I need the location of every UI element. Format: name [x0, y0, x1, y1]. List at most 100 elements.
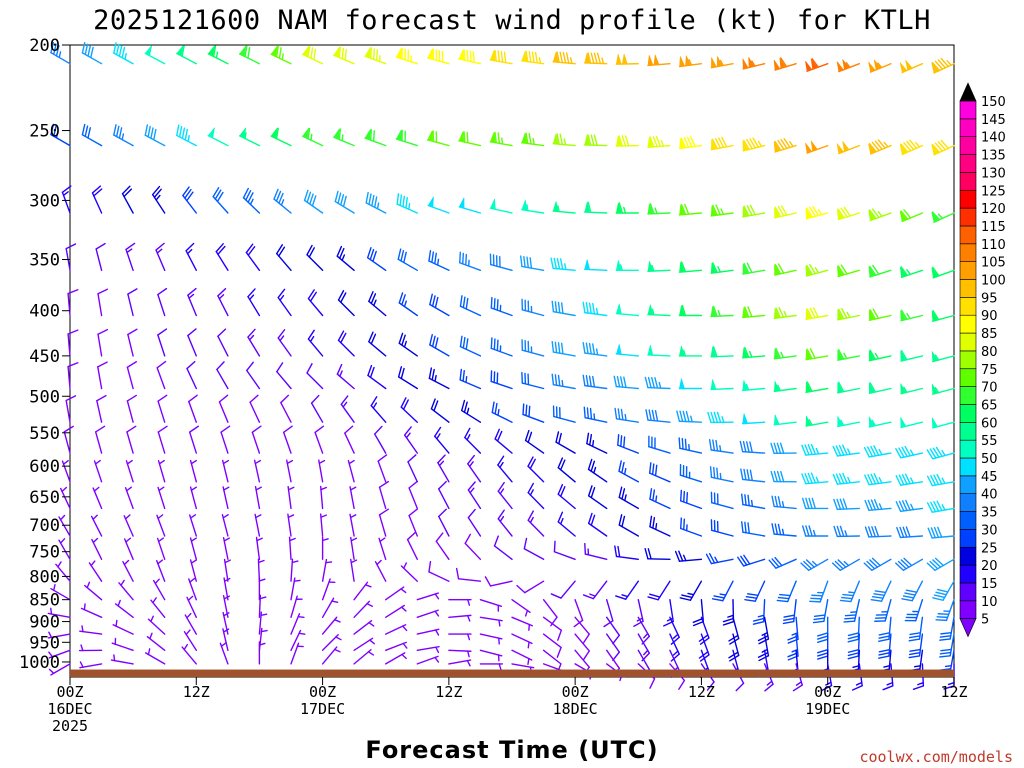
- wind-barb: [800, 558, 829, 571]
- wind-barb: [678, 345, 703, 357]
- wind-barb: [123, 537, 134, 560]
- wind-barb: [111, 637, 134, 651]
- wind-barb: [490, 296, 513, 317]
- wind-barb: [378, 508, 390, 537]
- colorbar-tick-label: 145: [981, 113, 1006, 128]
- speed-colorbar: 5 10 15 20 25 30 35 40 45 50 55 60 65 70 75 80 85 90 95 100…: [959, 82, 1006, 638]
- colorbar-swatch: [959, 475, 977, 495]
- wind-barb: [647, 304, 671, 317]
- y-axis: 200 250 300 350 400 450 500 550 600 650 700 750 800 8…: [19, 36, 70, 673]
- wind-barb: [847, 633, 860, 660]
- wind-barb: [273, 188, 292, 214]
- wind-barb: [126, 394, 137, 423]
- wind-barb: [276, 362, 292, 390]
- wind-barb: [843, 599, 860, 623]
- wind-barb: [182, 186, 198, 214]
- wind-barb: [741, 413, 766, 425]
- wind-barb: [218, 394, 229, 423]
- colorbar-swatch: [959, 332, 977, 352]
- wind-barb: [416, 655, 440, 665]
- wind-barb: [698, 616, 710, 645]
- wind-barb: [836, 206, 860, 221]
- colorbar-swatch: [959, 172, 977, 191]
- wind-barb: [679, 580, 703, 601]
- wind-barb: [347, 459, 355, 483]
- wind-barb: [156, 559, 166, 582]
- wind-barb: [397, 366, 418, 390]
- wind-barb: [448, 659, 472, 667]
- wind-barb: [97, 328, 109, 357]
- wind-barb: [931, 211, 955, 223]
- wind-barb: [426, 130, 450, 147]
- wind-barb: [280, 394, 292, 423]
- wind-barb: [67, 362, 79, 390]
- wind-barb: [370, 396, 387, 423]
- wind-barb: [582, 301, 608, 317]
- wind-barb: [48, 649, 71, 659]
- y-tick-label: 250: [29, 122, 60, 142]
- wind-barb: [584, 52, 608, 65]
- wind-barb: [458, 49, 482, 65]
- x-tick-label: 00Z: [814, 683, 841, 701]
- wind-barb: [931, 139, 955, 156]
- wind-barb: [146, 632, 166, 651]
- wind-barb: [155, 242, 166, 271]
- wind-barb: [79, 661, 103, 669]
- wind-barb: [557, 511, 576, 537]
- colorbar-swatch: [959, 439, 977, 459]
- wind-barb: [878, 616, 892, 643]
- wind-barb: [680, 517, 703, 537]
- wind-barb: [899, 59, 924, 74]
- wind-barb: [837, 308, 860, 321]
- wind-barb: [118, 579, 134, 601]
- wind-barb: [647, 261, 671, 272]
- wind-barb: [868, 308, 892, 321]
- wind-barb: [647, 54, 671, 67]
- wind-barb: [773, 57, 797, 71]
- plot-area: [69, 44, 955, 678]
- wind-barb: [448, 614, 472, 622]
- wind-barb: [398, 332, 418, 357]
- wind-barb: [461, 399, 482, 423]
- colorbar-max-arrow: [959, 82, 977, 102]
- colorbar-swatch: [959, 279, 977, 298]
- wind-barb: [90, 514, 103, 537]
- wind-barb: [895, 557, 924, 571]
- wind-barb: [527, 510, 545, 537]
- x-tick-label: 00Z: [56, 683, 83, 701]
- wind-barb: [901, 580, 924, 602]
- wind-barb: [50, 41, 71, 65]
- wind-barb: [709, 466, 734, 483]
- wind-barb: [223, 558, 231, 582]
- colorbar-tick-label: 125: [981, 184, 1006, 199]
- colorbar-swatch: [959, 261, 977, 280]
- wind-barb: [314, 425, 325, 454]
- y-tick-label: 300: [29, 191, 60, 211]
- wind-barb: [710, 262, 734, 274]
- wind-barb: [127, 288, 138, 317]
- wind-barb: [805, 307, 829, 321]
- wind-barb: [290, 613, 305, 635]
- wind-barb: [710, 379, 734, 391]
- wind-barb: [574, 616, 590, 644]
- colorbar-tick-label: 90: [981, 309, 998, 324]
- wind-barb: [61, 459, 71, 483]
- wind-barb: [429, 293, 450, 317]
- wind-barb: [255, 536, 263, 560]
- wind-barb: [927, 526, 955, 539]
- wind-barb: [584, 542, 608, 560]
- wind-barb: [258, 641, 266, 665]
- wind-barb: [321, 578, 336, 601]
- wind-barb: [489, 198, 513, 214]
- wind-barb: [479, 616, 503, 627]
- wind-barb: [306, 244, 324, 271]
- wind-barb: [221, 513, 229, 537]
- wind-barb: [805, 415, 829, 427]
- wind-barb: [437, 454, 450, 483]
- x-axis-label: Forecast Time (UTC): [365, 736, 658, 764]
- wind-barb: [678, 136, 703, 150]
- wind-barb: [615, 344, 639, 357]
- colorbar-tick-label: 70: [981, 381, 998, 396]
- wind-barb: [497, 455, 513, 483]
- wind-barb: [678, 203, 703, 216]
